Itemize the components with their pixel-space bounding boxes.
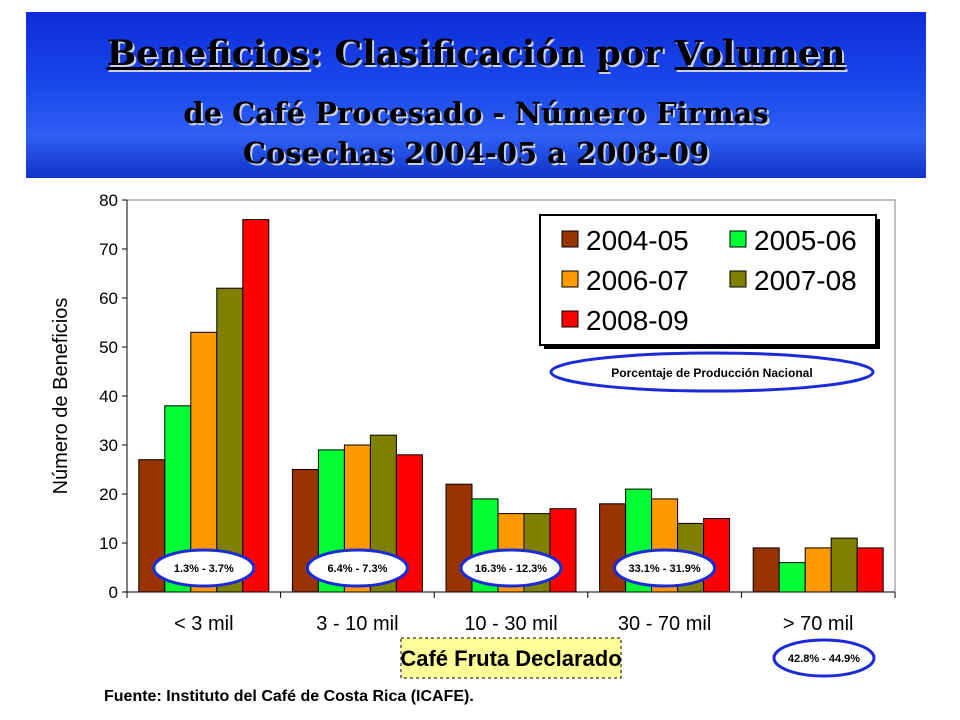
bar-2008-09-4 xyxy=(856,547,884,593)
legend-swatch-2007-08 xyxy=(729,270,747,288)
bar-2007-08-0 xyxy=(216,287,244,593)
pct-label-4: 42.8% - 44.9% xyxy=(788,653,860,665)
bar-2008-09-3 xyxy=(703,518,731,593)
x-axis-title: Café Fruta Declarado xyxy=(400,646,621,671)
x-tick-label: 3 - 10 mil xyxy=(316,613,398,635)
x-tick-label: 30 - 70 mil xyxy=(618,613,711,635)
title-line-2: de Café Procesado - Número Firmas xyxy=(183,96,769,130)
title-clasificacion: : Clasificación por xyxy=(309,33,675,74)
y-tick-label: 50 xyxy=(99,338,118,357)
x-tick-label: 10 - 30 mil xyxy=(464,613,557,635)
y-tick-label: 40 xyxy=(99,387,118,406)
bar-2007-08-4 xyxy=(830,537,858,593)
bar-2008-09-2 xyxy=(549,508,577,593)
pct-label-3: 33.1% - 31.9% xyxy=(629,563,701,575)
pct-ellipse-2 xyxy=(459,548,563,588)
bar-2004-05-4 xyxy=(752,547,780,593)
pct-title: Porcentaje de Producción Nacional xyxy=(611,366,812,380)
legend-box xyxy=(539,214,877,346)
y-tick-label: 70 xyxy=(99,240,118,259)
legend-swatch-2005-06 xyxy=(729,230,747,248)
legend-label-2007-08: 2007-08 xyxy=(754,265,857,296)
pct-ellipse-3 xyxy=(613,548,717,588)
title-beneficios: Beneficios xyxy=(106,33,310,74)
y-tick-label: 10 xyxy=(99,534,118,553)
legend-label-2008-09: 2008-09 xyxy=(586,305,689,336)
x-tick-label: > 70 mil xyxy=(783,613,854,635)
bar-2005-06-4 xyxy=(778,562,806,593)
y-tick-label: 20 xyxy=(99,485,118,504)
y-tick-label: 80 xyxy=(99,191,118,210)
legend-label-2006-07: 2006-07 xyxy=(586,265,689,296)
y-axis-title: Número de Beneficios xyxy=(50,298,72,495)
x-axis-title-box xyxy=(400,637,622,679)
source-note: Fuente: Instituto del Café de Costa Rica… xyxy=(104,688,474,705)
title-banner: Beneficios: Clasificación por Volumen de… xyxy=(26,12,926,178)
y-tick-label: 30 xyxy=(99,436,118,455)
bar-2006-07-4 xyxy=(804,547,832,593)
bar-2008-09-0 xyxy=(242,219,270,593)
title-volumen: Volumen xyxy=(674,33,846,74)
pct-ellipse-4 xyxy=(772,638,876,678)
legend-label-2004-05: 2004-05 xyxy=(586,225,689,256)
pct-label-1: 6.4% - 7.3% xyxy=(327,563,387,575)
title-line-3: Cosechas 2004-05 a 2008-09 xyxy=(242,136,710,170)
title-line-1: Beneficios: Clasificación por Volumen xyxy=(26,34,926,74)
legend-swatch-2004-05 xyxy=(561,230,579,248)
legend-swatch-2006-07 xyxy=(561,270,579,288)
pct-title-ellipse xyxy=(549,351,875,393)
pct-ellipse-1 xyxy=(305,548,409,588)
legend-swatch-2008-09 xyxy=(561,310,579,328)
legend-label-2005-06: 2005-06 xyxy=(754,225,857,256)
pct-ellipse-0 xyxy=(152,548,256,588)
pct-label-2: 16.3% - 12.3% xyxy=(475,563,547,575)
y-tick-label: 0 xyxy=(109,583,118,602)
y-tick-label: 60 xyxy=(99,289,118,308)
x-tick-label: < 3 mil xyxy=(174,613,233,635)
pct-label-0: 1.3% - 3.7% xyxy=(174,563,234,575)
